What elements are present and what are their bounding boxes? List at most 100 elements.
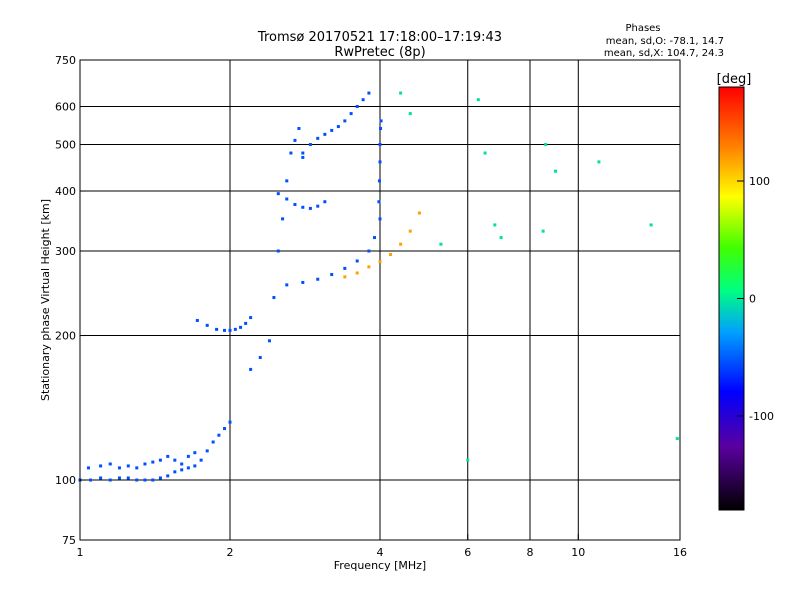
data-point: [173, 470, 177, 474]
data-point: [205, 449, 209, 453]
data-point: [143, 478, 147, 482]
grid-lines: [80, 60, 680, 540]
chart-title: Tromsø 20170521 17:18:00–17:19:43: [257, 30, 502, 45]
data-point: [143, 462, 147, 466]
data-point: [343, 275, 347, 279]
data-point: [408, 229, 412, 233]
data-point: [217, 433, 221, 437]
x-tick-label: 4: [377, 546, 384, 559]
data-point: [343, 266, 347, 270]
data-point: [417, 211, 421, 215]
data-point: [399, 91, 403, 95]
data-point: [323, 132, 327, 136]
data-point: [378, 217, 382, 221]
y-axis-label: Stationary phase Virtual Height [km]: [39, 199, 52, 401]
colorbar-ticks: 100 0 -100: [737, 175, 774, 423]
data-point: [276, 192, 280, 196]
data-point: [399, 242, 403, 246]
y-tick-label: 200: [55, 330, 76, 343]
data-point: [117, 476, 121, 480]
x-tick-label: 2: [227, 546, 234, 559]
y-tick-label: 600: [55, 101, 76, 114]
data-point: [293, 138, 297, 142]
data-point: [249, 367, 253, 371]
data-point: [316, 277, 320, 281]
data-points: [78, 91, 679, 482]
data-point: [126, 464, 130, 468]
data-point: [228, 328, 232, 332]
data-point: [316, 204, 320, 208]
data-point: [117, 466, 121, 470]
data-point: [389, 253, 393, 257]
data-point: [466, 458, 470, 462]
data-point: [378, 160, 382, 164]
data-point: [89, 478, 93, 482]
data-point: [151, 460, 155, 464]
x-tick-label: 10: [571, 546, 585, 559]
data-point: [361, 98, 365, 102]
data-point: [301, 280, 305, 284]
data-point: [180, 468, 184, 472]
data-point: [285, 283, 289, 287]
data-point: [355, 105, 359, 109]
data-point: [541, 229, 545, 233]
data-point: [126, 476, 130, 480]
data-point: [301, 205, 305, 209]
data-point: [135, 466, 139, 470]
data-point: [308, 206, 312, 210]
data-point: [439, 242, 443, 246]
data-point: [367, 91, 371, 95]
y-tick-label: 500: [55, 139, 76, 152]
x-tick-label: 8: [527, 546, 534, 559]
data-point: [223, 328, 227, 332]
data-point: [223, 427, 227, 431]
colorbar-tick-label: 100: [749, 175, 770, 188]
y-axis: 75 100 200 300 400 500 600 750: [55, 54, 86, 547]
data-point: [276, 249, 280, 253]
data-point: [244, 321, 248, 325]
data-point: [239, 325, 243, 329]
data-point: [379, 126, 383, 130]
data-point: [186, 454, 190, 458]
data-point: [408, 112, 412, 116]
x-axis-label: Frequency [MHz]: [334, 559, 426, 572]
data-point: [267, 339, 271, 343]
colorbar-tick-label: 0: [749, 293, 756, 306]
y-tick-label: 400: [55, 185, 76, 198]
data-point: [349, 112, 353, 116]
data-point: [377, 179, 381, 183]
data-point: [301, 151, 305, 155]
data-point: [476, 98, 480, 102]
data-point: [330, 128, 334, 132]
data-point: [378, 260, 382, 264]
data-point: [99, 464, 103, 468]
data-point: [193, 451, 197, 455]
data-point: [483, 151, 487, 155]
data-point: [166, 474, 170, 478]
data-point: [301, 155, 305, 159]
data-point: [186, 466, 190, 470]
data-point: [377, 200, 381, 204]
data-point: [199, 458, 203, 462]
data-point: [675, 437, 679, 441]
colorbar-tick-label: -100: [749, 410, 774, 423]
data-point: [378, 143, 382, 147]
stats-o: mean, sd,O: -78.1, 14.7: [606, 36, 724, 47]
data-point: [323, 200, 327, 204]
data-point: [249, 316, 253, 320]
data-point: [379, 119, 383, 123]
data-point: [173, 458, 177, 462]
data-point: [180, 462, 184, 466]
data-point: [193, 464, 197, 468]
x-axis: 1 2 4 6 8 10 16: [77, 534, 687, 559]
y-tick-label: 750: [55, 54, 76, 67]
data-point: [108, 462, 112, 466]
data-point: [493, 223, 497, 227]
data-point: [233, 327, 237, 331]
data-point: [330, 273, 334, 277]
data-point: [166, 454, 170, 458]
data-point: [597, 160, 601, 164]
data-point: [99, 476, 103, 480]
chart-subtitle: RwPretec (8p): [334, 45, 425, 60]
